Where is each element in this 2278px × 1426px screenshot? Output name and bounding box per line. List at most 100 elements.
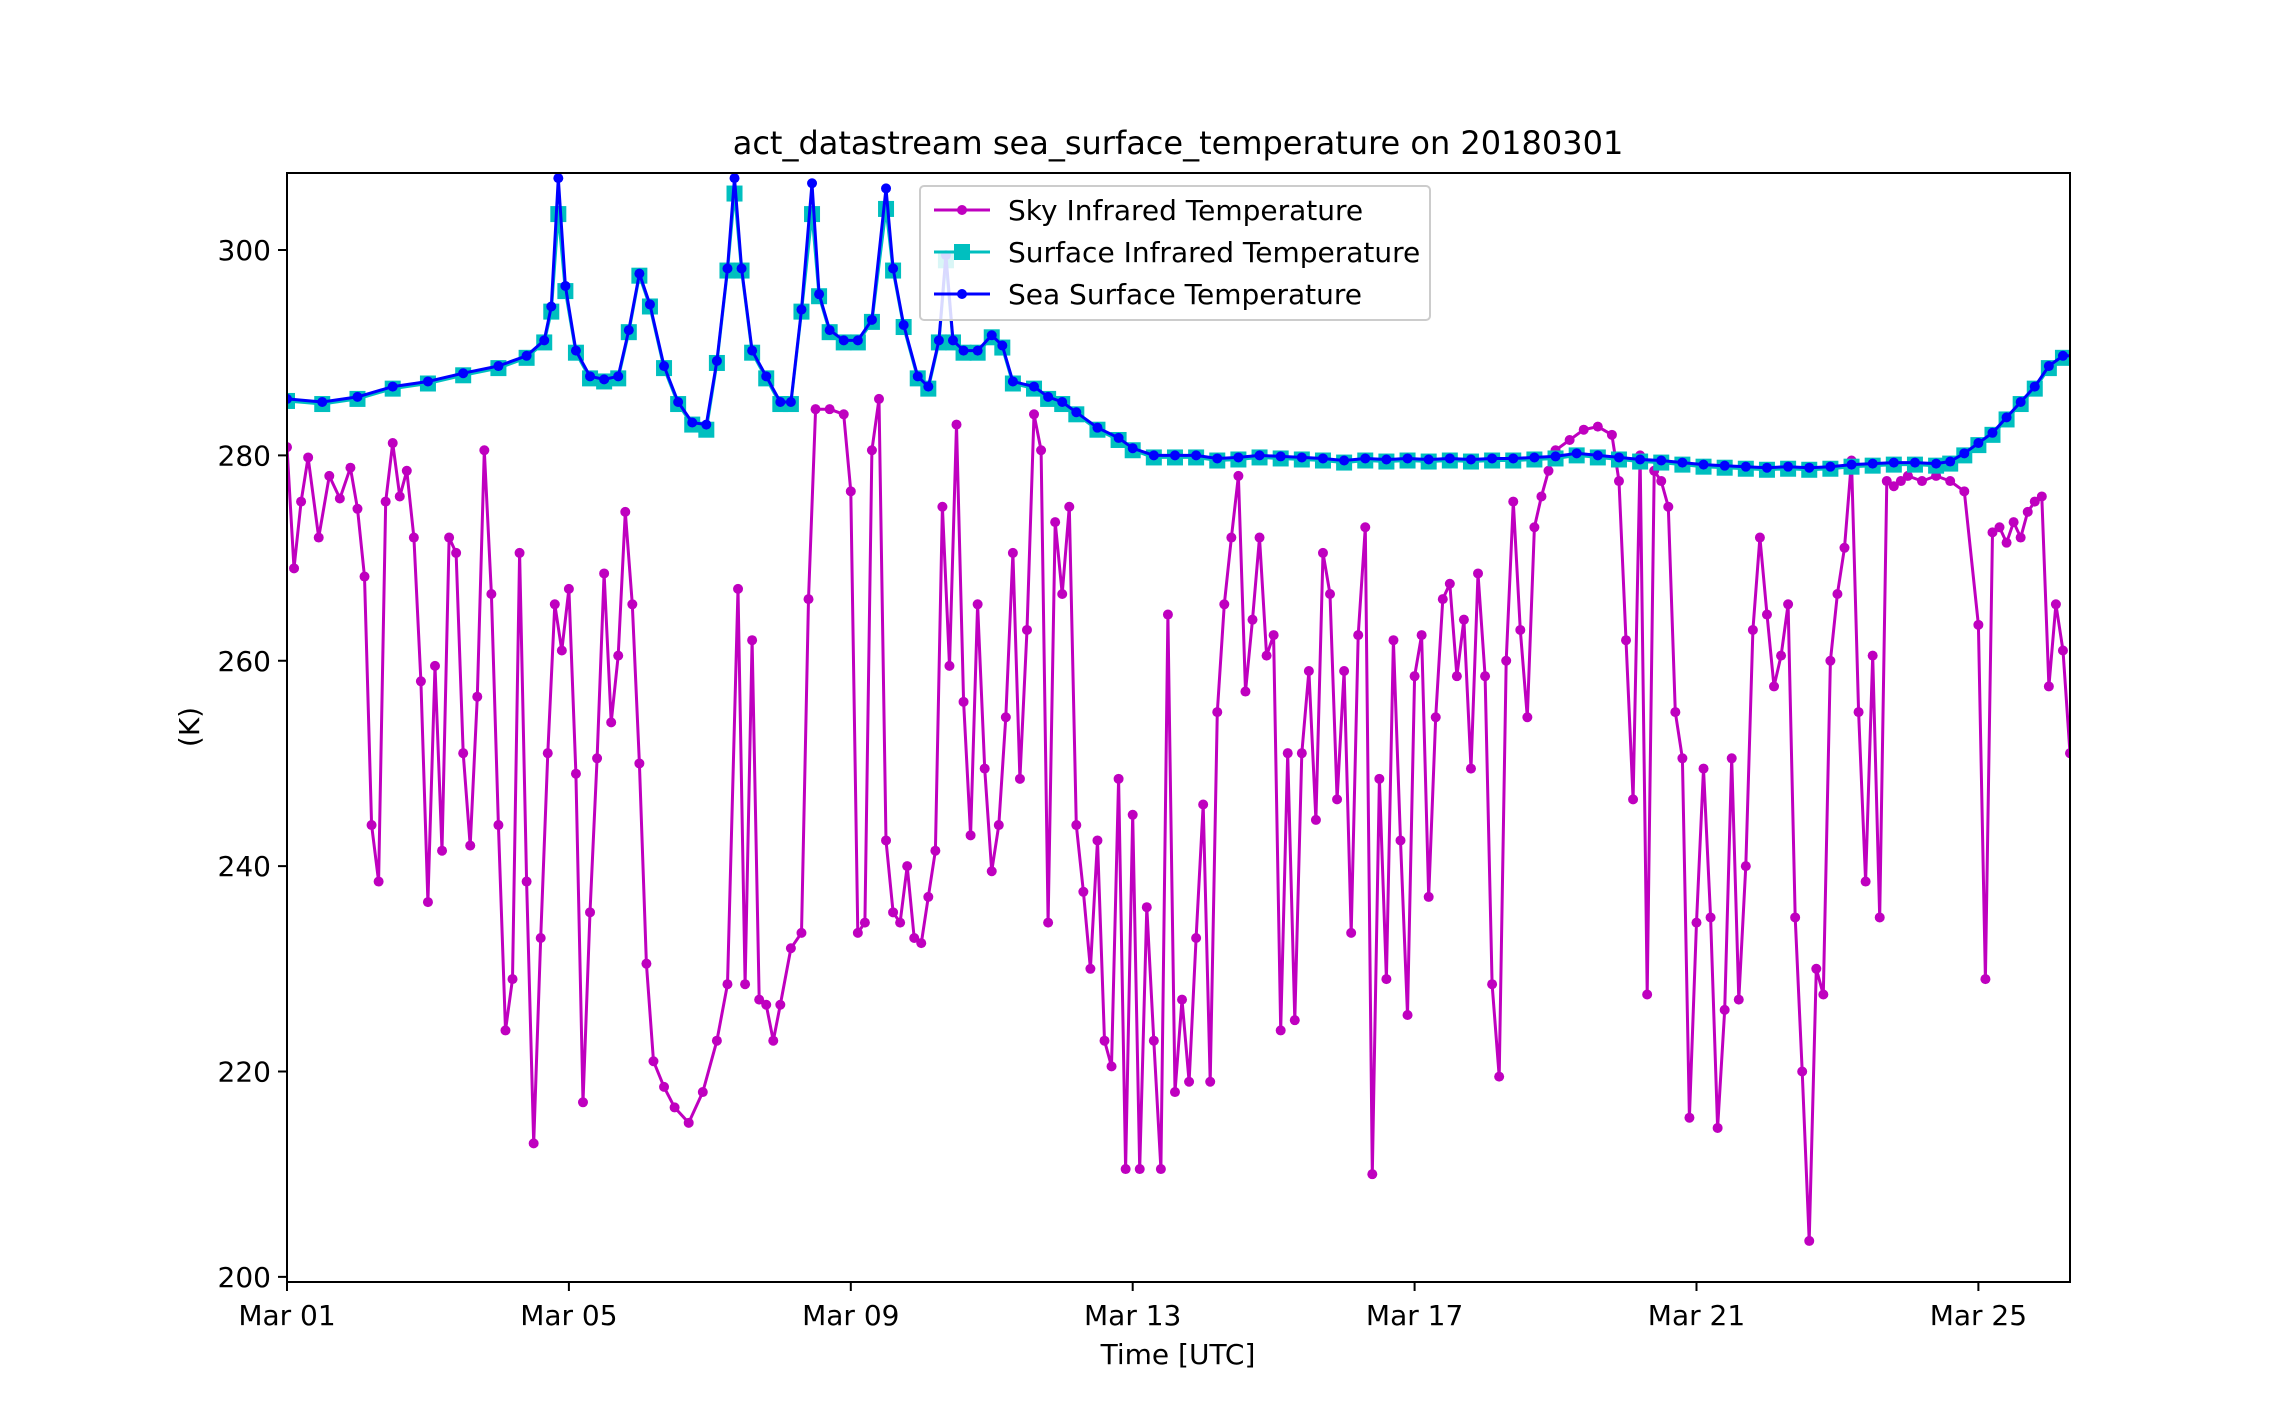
data-point bbox=[1233, 470, 1244, 481]
data-point bbox=[923, 381, 934, 392]
data-point bbox=[824, 404, 835, 415]
data-point bbox=[1931, 458, 1942, 469]
data-point bbox=[546, 301, 557, 312]
data-point bbox=[1423, 891, 1434, 902]
data-point bbox=[1571, 448, 1582, 459]
data-point bbox=[1191, 450, 1202, 461]
data-point bbox=[733, 583, 744, 594]
data-point bbox=[1148, 450, 1159, 461]
data-point bbox=[1860, 876, 1871, 887]
data-point bbox=[287, 393, 292, 404]
legend-item: Sky Infrared Temperature bbox=[934, 194, 1363, 227]
data-point bbox=[1381, 454, 1392, 465]
data-point bbox=[697, 1087, 708, 1098]
legend-label: Sea Surface Temperature bbox=[1008, 278, 1362, 311]
data-point bbox=[1317, 547, 1328, 558]
data-point bbox=[1473, 568, 1484, 579]
data-point bbox=[352, 503, 363, 514]
data-point bbox=[1917, 476, 1928, 487]
data-point bbox=[644, 299, 655, 310]
data-point bbox=[873, 393, 884, 404]
data-point bbox=[599, 568, 610, 579]
data-point bbox=[493, 361, 504, 372]
data-point bbox=[2147, 427, 2163, 443]
data-point bbox=[1959, 448, 1970, 459]
data-point bbox=[1071, 820, 1082, 831]
data-point bbox=[659, 1081, 670, 1092]
data-point bbox=[585, 907, 596, 918]
data-point bbox=[553, 173, 564, 184]
data-point bbox=[1169, 1087, 1180, 1098]
data-point bbox=[1367, 1169, 1378, 1180]
x-tick-label: Mar 17 bbox=[1366, 1299, 1463, 1332]
data-point bbox=[673, 396, 684, 407]
data-point bbox=[1677, 753, 1688, 764]
data-point bbox=[1621, 635, 1632, 646]
legend-marker bbox=[957, 289, 967, 299]
data-point bbox=[1205, 1076, 1216, 1087]
data-point bbox=[1987, 527, 1998, 538]
x-axis-label: Time [UTC] bbox=[1100, 1338, 1256, 1371]
data-point bbox=[1508, 453, 1519, 464]
data-point bbox=[1818, 989, 1829, 1000]
data-point bbox=[2043, 361, 2054, 372]
data-point bbox=[472, 691, 483, 702]
data-point bbox=[1487, 453, 1498, 464]
data-point bbox=[1261, 650, 1272, 661]
data-point bbox=[659, 361, 670, 372]
data-point bbox=[422, 376, 433, 387]
data-point bbox=[729, 173, 740, 184]
y-tick-label: 240 bbox=[218, 850, 271, 883]
data-point bbox=[1444, 453, 1455, 464]
data-point bbox=[930, 845, 941, 856]
data-point bbox=[1078, 886, 1089, 897]
data-point bbox=[1790, 912, 1801, 923]
data-point bbox=[1613, 476, 1624, 487]
data-point bbox=[1268, 630, 1279, 641]
data-point bbox=[1529, 452, 1540, 463]
data-point bbox=[1980, 974, 1991, 985]
data-point bbox=[1029, 409, 1040, 420]
data-point bbox=[296, 496, 307, 507]
data-point bbox=[1783, 599, 1794, 610]
data-point bbox=[1409, 671, 1420, 682]
data-point bbox=[916, 938, 927, 949]
data-point bbox=[687, 417, 698, 428]
data-point bbox=[2036, 491, 2047, 502]
data-point bbox=[1339, 666, 1350, 677]
data-point bbox=[2050, 599, 2061, 610]
data-point bbox=[1113, 432, 1124, 443]
data-point bbox=[1381, 974, 1392, 985]
data-point bbox=[807, 178, 818, 189]
data-point bbox=[2143, 412, 2153, 422]
data-point bbox=[845, 486, 856, 497]
data-point bbox=[2114, 356, 2124, 366]
data-point bbox=[1254, 450, 1265, 461]
data-point bbox=[1635, 454, 1646, 465]
data-point bbox=[1543, 465, 1554, 476]
data-point bbox=[521, 876, 532, 887]
data-point bbox=[852, 335, 863, 346]
data-point bbox=[1783, 461, 1794, 472]
data-point bbox=[486, 589, 497, 600]
data-point bbox=[1846, 459, 1857, 470]
data-point bbox=[1007, 547, 1018, 558]
data-point bbox=[1057, 396, 1068, 407]
data-point bbox=[785, 943, 796, 954]
data-point bbox=[1423, 454, 1434, 465]
x-tick-label: Mar 01 bbox=[238, 1299, 335, 1332]
data-point bbox=[1254, 532, 1265, 543]
data-point bbox=[550, 206, 567, 223]
x-axis: Mar 01 Mar 05 Mar 09 Mar 13 Mar 17 Mar 21 Mar … bbox=[238, 1282, 2027, 1332]
data-point bbox=[549, 599, 560, 610]
data-point bbox=[1578, 424, 1589, 435]
data-point bbox=[415, 676, 426, 687]
data-point bbox=[2125, 381, 2141, 397]
data-point bbox=[500, 1025, 511, 1036]
data-point bbox=[479, 445, 490, 456]
data-point bbox=[1339, 455, 1350, 466]
data-point bbox=[1275, 1025, 1286, 1036]
data-point bbox=[909, 933, 920, 944]
data-point bbox=[1945, 456, 1956, 467]
data-point bbox=[1332, 794, 1343, 805]
